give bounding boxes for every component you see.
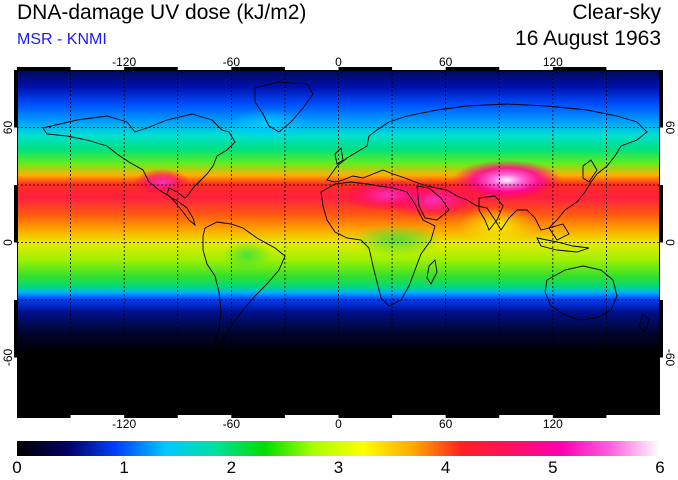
- data-source-label: MSR - KNMI: [17, 31, 107, 48]
- frame-tick: [17, 415, 71, 418]
- central-africa-clouds: [352, 224, 442, 256]
- frame-tick: [660, 70, 663, 128]
- coastlines: [17, 81, 660, 401]
- lon-tick-label-bottom: 0: [335, 417, 342, 431]
- frame-tick: [660, 300, 663, 358]
- colorbar-tick-label: 4: [440, 458, 451, 477]
- frame-tick: [124, 415, 178, 418]
- coastline-south-america: [202, 221, 286, 354]
- colorbar-tick-label: 5: [548, 458, 558, 477]
- coastline-antarctica: [17, 387, 660, 401]
- colorbar: [17, 441, 660, 456]
- greenland-low: [227, 109, 307, 141]
- frame-tick: [124, 67, 178, 70]
- frame-tick: [338, 67, 393, 70]
- coastline-australia: [544, 265, 618, 321]
- sky-condition-label: Clear-sky: [572, 1, 661, 24]
- map-title: DNA-damage UV dose (kJ/m2): [17, 1, 307, 24]
- coastline-eurasia: [326, 103, 648, 231]
- lon-tick-label-top: 60: [439, 55, 453, 69]
- coastline-british-isles: [334, 147, 344, 165]
- lat-tick-label-right: -60: [663, 349, 677, 367]
- colorbar-tick-label: 3: [333, 458, 344, 477]
- frame-tick: [660, 185, 663, 243]
- frame-tick: [552, 415, 607, 418]
- lon-tick-label-top: 120: [543, 55, 563, 69]
- colorbar-gradient: [17, 441, 660, 456]
- maximum-north-america: [134, 169, 190, 195]
- coastline-greenland: [254, 81, 314, 133]
- colorbar-tick-label: 0: [12, 458, 22, 477]
- frame-tick: [14, 185, 17, 243]
- lon-tick-label-top: -60: [223, 55, 241, 69]
- coastline-new-zealand: [638, 313, 650, 333]
- coastline-arabia: [416, 185, 450, 221]
- frame-tick: [17, 67, 71, 70]
- maximum-sahara: [342, 179, 432, 211]
- frame-tick: [231, 67, 285, 70]
- lon-tick-label-bottom: -120: [112, 417, 136, 431]
- lon-tick-label-top: 0: [335, 55, 342, 69]
- coastline-africa: [320, 181, 436, 307]
- lat-tick-label-left: 60: [1, 121, 15, 135]
- date-label: 16 August 1963: [515, 27, 661, 50]
- uv-dose-map: [17, 70, 660, 415]
- maximum-tibetan-plateau: [452, 160, 562, 200]
- lat-tick-label-right: 0: [663, 239, 677, 246]
- coastline-japan: [582, 159, 598, 183]
- lat-tick-label-right: 60: [663, 121, 677, 135]
- colorbar-tick-label: 6: [655, 458, 665, 477]
- coastline-north-america: [42, 113, 236, 227]
- colorbar-tick-label: 1: [119, 458, 129, 477]
- lon-tick-label-bottom: 60: [439, 417, 453, 431]
- frame-tick: [445, 415, 500, 418]
- frame-tick: [338, 415, 393, 418]
- frame-tick: [552, 67, 607, 70]
- amazon-clouds: [222, 241, 272, 269]
- gridlines: [17, 70, 660, 415]
- coastline-india: [478, 195, 504, 231]
- india-monsoon: [457, 207, 537, 243]
- lat-tick-label-left: 0: [1, 239, 15, 246]
- frame-tick: [14, 300, 17, 358]
- coastline-indonesia: [536, 237, 590, 253]
- lon-tick-label-bottom: 120: [543, 417, 563, 431]
- lon-tick-label-bottom: -60: [223, 417, 241, 431]
- lat-tick-label-left: -60: [1, 349, 15, 367]
- frame-tick: [14, 70, 17, 128]
- map-frame: [17, 70, 660, 415]
- lon-tick-label-top: -120: [112, 55, 136, 69]
- colorbar-tick-label: 2: [226, 458, 237, 477]
- coastline-madagascar: [426, 259, 438, 285]
- coastline-borneo: [548, 223, 570, 241]
- frame-tick: [445, 67, 500, 70]
- frame-tick: [231, 415, 285, 418]
